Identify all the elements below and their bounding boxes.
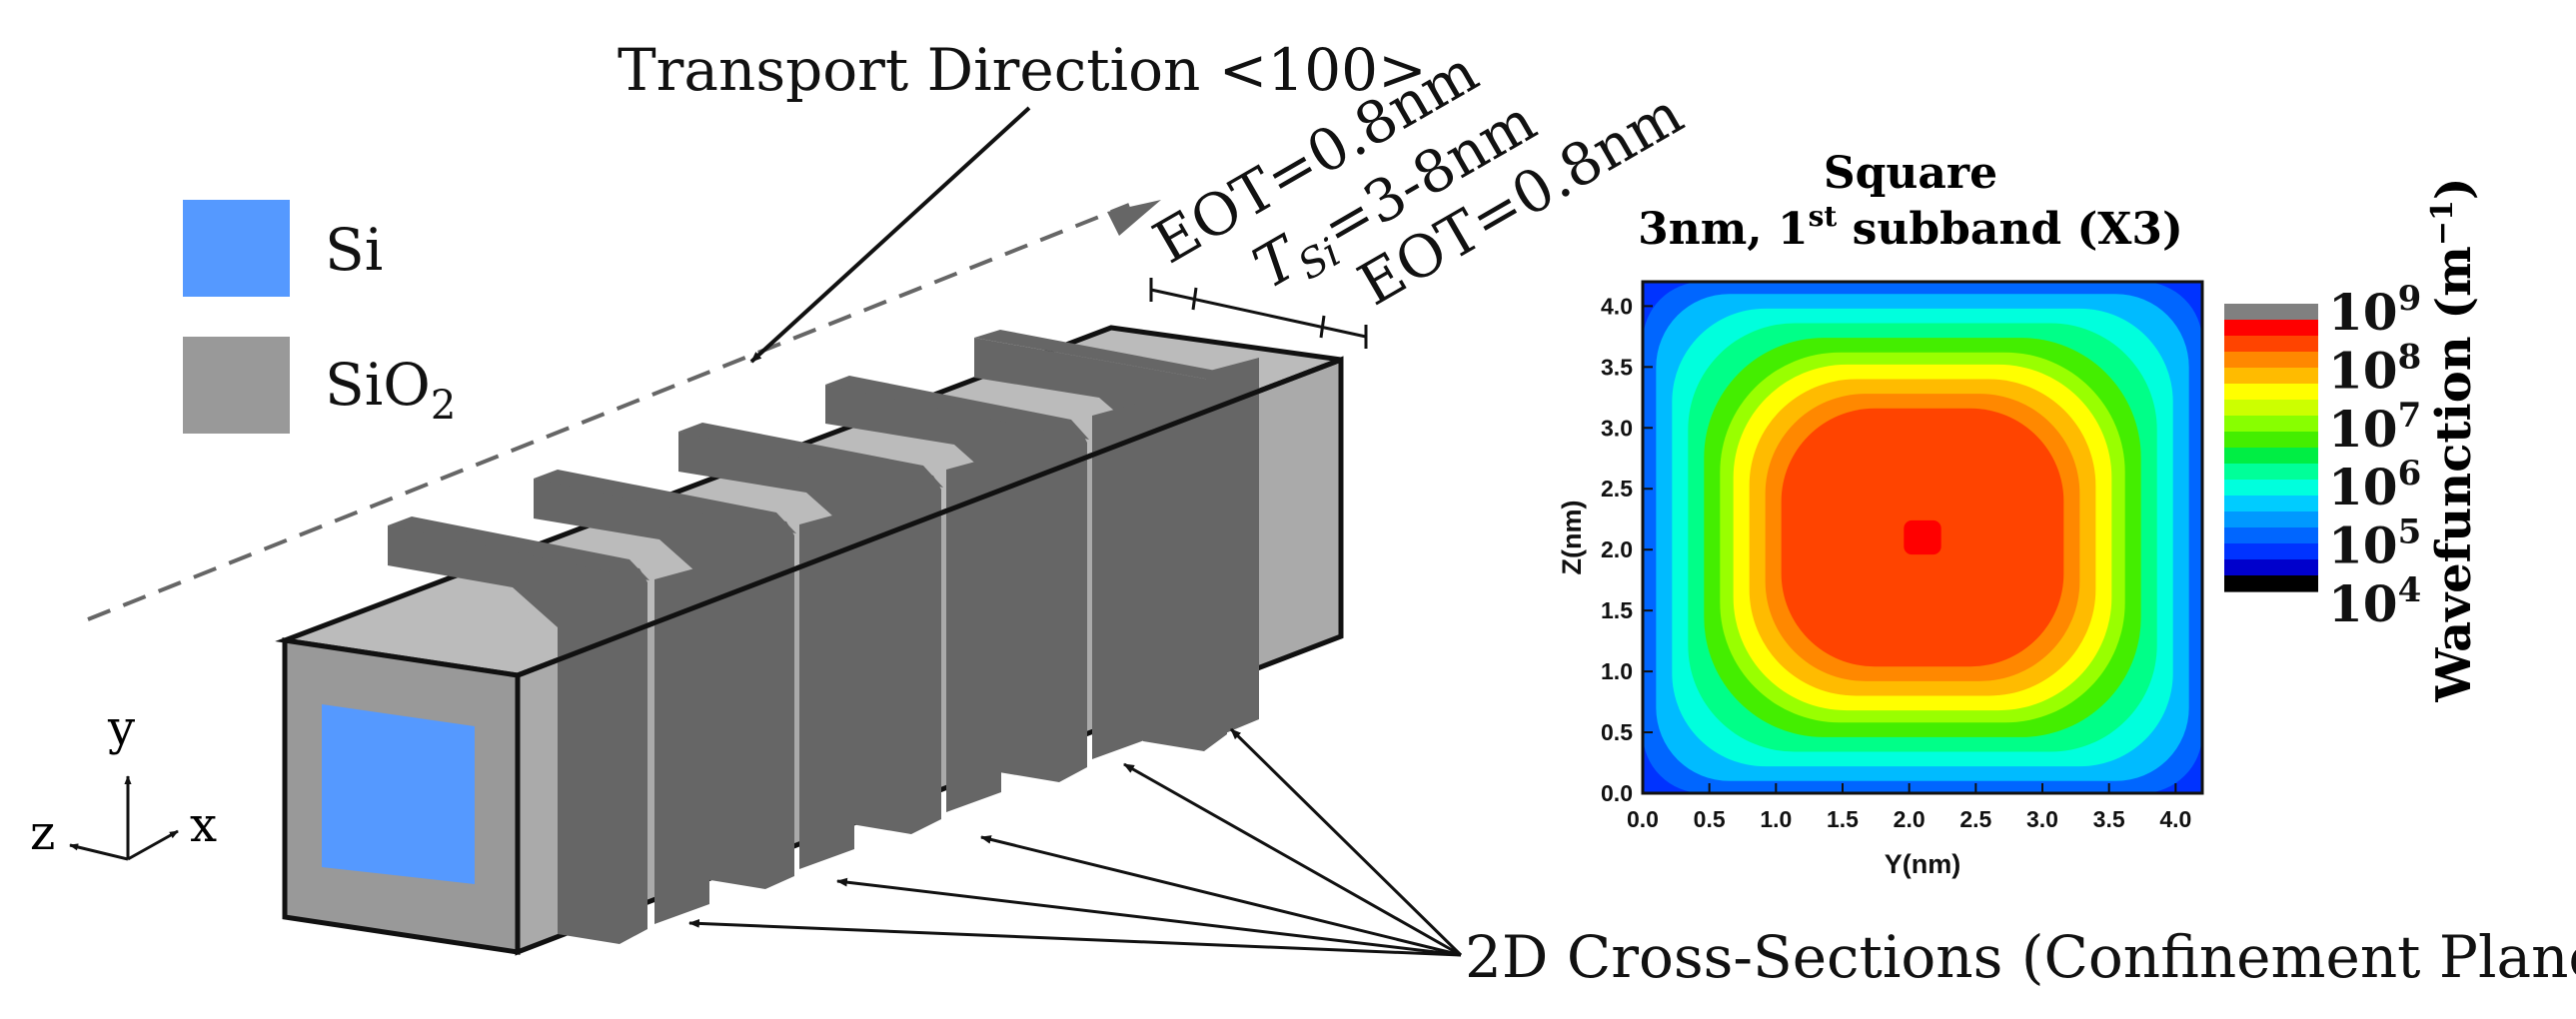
colorbar-label: Wavefunction (m−1) (2425, 177, 2482, 702)
colorbar-level (2224, 368, 2318, 385)
y-axis-label: Z(nm) (1557, 501, 1587, 575)
colorbar-level (2224, 320, 2318, 337)
colorbar-level (2224, 559, 2318, 576)
colorbar-tick-label: 105 (2328, 512, 2421, 575)
colorbar-level (2224, 543, 2318, 560)
front-top-edge (517, 357, 1342, 678)
cross-section-arrows (687, 727, 1463, 957)
x-ticks: 0.0 0.5 1.0 1.5 2.0 2.5 3.0 3.5 4.0 (1627, 783, 2191, 832)
colorbar-level (2224, 400, 2318, 417)
axis-z-label: z (30, 805, 55, 861)
transport-direction-label: Transport Direction <100> (618, 36, 1427, 104)
x-axis-label: Y(nm) (1885, 849, 1961, 879)
legend-sio2-label: SiO2 (325, 351, 456, 429)
plot-frame (1641, 280, 2204, 795)
colorbar-level (2224, 496, 2318, 512)
colorbar-level (2224, 416, 2318, 433)
cross-sections-label: 2D Cross-Sections (Confinement Plane) (1465, 923, 2576, 991)
x-tick-label: 1.0 (1760, 806, 1792, 832)
colorbar-tick-label: 107 (2328, 396, 2421, 459)
contour-fill (1643, 282, 2202, 793)
legend-sio2-swatch (183, 337, 290, 434)
axis-x-label: x (190, 797, 217, 853)
axis-y-label: y (107, 700, 135, 756)
transport-direction-dashed-arrow (87, 203, 1130, 621)
colorbar-tick-label: 109 (2328, 279, 2421, 342)
colorbar-level (2224, 336, 2318, 353)
legend-si-swatch (183, 200, 290, 297)
chart-subtitle: 3nm, 1st subband (X3) (1638, 200, 2183, 255)
y-tick-label: 2.0 (1601, 536, 1633, 562)
plate-strip-4 (1092, 401, 1147, 759)
y-ticks: 0.0 0.5 1.0 1.5 2.0 2.5 3.0 3.5 4.0 (1601, 293, 1653, 806)
colorbar-level (2224, 352, 2318, 369)
gate-plate-1 (388, 516, 649, 944)
y-tick-label: 2.5 (1601, 476, 1633, 502)
x-tick-label: 0.5 (1694, 806, 1726, 832)
plate-strip-5 (1206, 358, 1259, 741)
gate-plate-2 (534, 470, 796, 889)
chart-title: Square (1824, 148, 1997, 199)
y-tick-label: 1.5 (1601, 597, 1633, 623)
x-tick-label: 0.0 (1627, 806, 1659, 832)
x-tick-label: 1.5 (1827, 806, 1859, 832)
plate-strip-2 (799, 510, 854, 869)
y-tick-label: 4.0 (1601, 293, 1633, 319)
colorbar-level (2224, 432, 2318, 449)
y-tick-label: 0.5 (1601, 719, 1633, 745)
colorbar-level (2224, 304, 2318, 321)
colorbar-level (2224, 448, 2318, 465)
y-tick-label: 3.5 (1601, 354, 1633, 380)
colorbar-tick-label: 106 (2328, 454, 2421, 516)
gate-plate-3 (678, 423, 943, 834)
x-tick-label: 2.0 (1894, 806, 1926, 832)
nanowire-3d-drawing (275, 325, 1344, 956)
colorbar-tick-label: 104 (2328, 570, 2421, 633)
legend-sio2-subscript: 2 (431, 383, 456, 429)
transport-arrowhead (1107, 200, 1161, 236)
y-tick-label: 0.0 (1601, 780, 1633, 806)
colorbar-tick-label: 108 (2328, 337, 2421, 400)
colorbar-level (2224, 575, 2318, 592)
colorbar-level (2224, 480, 2318, 497)
colorbar (2224, 304, 2318, 592)
x-tick-label: 2.5 (1959, 806, 1991, 832)
thickness-scale-bar (1149, 278, 1368, 349)
legend-si-label: Si (325, 216, 383, 284)
x-tick-label: 3.5 (2093, 806, 2125, 832)
x-tick-label: 4.0 (2159, 806, 2191, 832)
colorbar-level (2224, 511, 2318, 528)
colorbar-level (2224, 384, 2318, 401)
plate-strip-1 (654, 564, 709, 924)
y-tick-label: 3.0 (1601, 415, 1633, 441)
transport-label-pointer (749, 106, 1031, 364)
contour-level-11 (1904, 519, 1941, 555)
x-tick-label: 3.0 (2026, 806, 2058, 832)
colorbar-level (2224, 527, 2318, 544)
y-tick-label: 1.0 (1601, 658, 1633, 684)
axes-triad: y x z (30, 700, 217, 861)
plate-strip-3 (946, 455, 1001, 812)
wavefunction-heatmap: Square 3nm, 1st subband (X3) 0.0 0.5 1.0 1.… (1557, 148, 2482, 879)
colorbar-level (2224, 464, 2318, 481)
silicon-core (322, 704, 475, 884)
gate-plate-5 (974, 330, 1234, 751)
